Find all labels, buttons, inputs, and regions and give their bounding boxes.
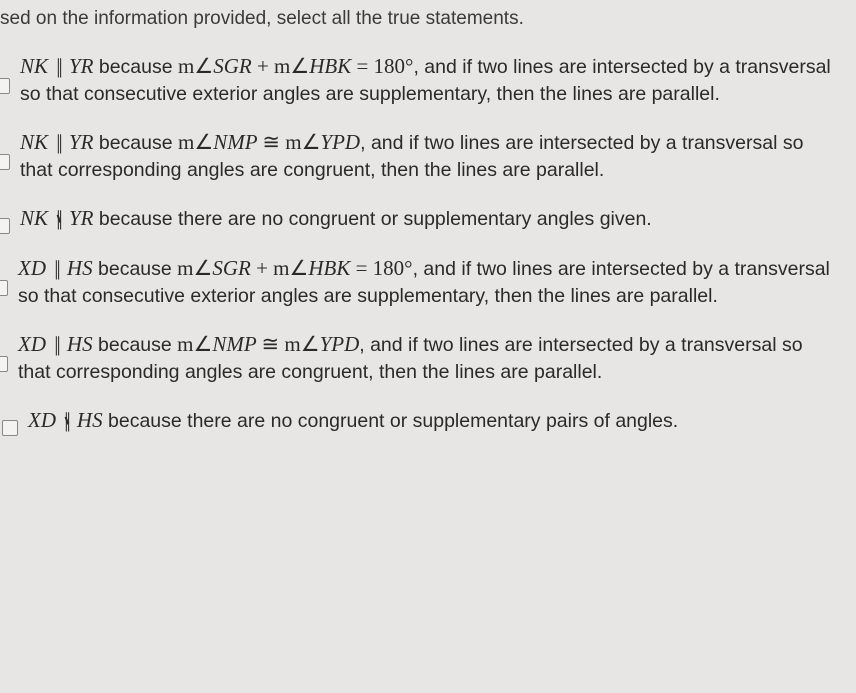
option-row: XD || HS because m∠NMP ≅ m∠YPD, and if t… [0, 330, 844, 386]
checkbox[interactable] [0, 218, 10, 234]
option-row: XD || HS because there are no congruent … [0, 406, 844, 436]
option-row: NK || YR because there are no congruent … [0, 204, 844, 234]
option-text: XD || HS because m∠SGR + m∠HBK = 180°, a… [18, 254, 844, 310]
option-text: XD || HS because m∠NMP ≅ m∠YPD, and if t… [18, 330, 844, 386]
option-text: NK || YR because there are no congruent … [20, 204, 660, 233]
option-row: NK || YR because m∠SGR + m∠HBK = 180°, a… [0, 52, 844, 108]
option-text: NK || YR because m∠SGR + m∠HBK = 180°, a… [20, 52, 844, 108]
instruction-text: sed on the information provided, select … [0, 8, 844, 30]
checkbox[interactable] [2, 420, 18, 436]
checkbox[interactable] [0, 280, 8, 296]
option-row: XD || HS because m∠SGR + m∠HBK = 180°, a… [0, 254, 844, 310]
option-text: NK || YR because m∠NMP ≅ m∠YPD, and if t… [20, 128, 844, 184]
option-text: XD || HS because there are no congruent … [28, 406, 686, 435]
checkbox[interactable] [0, 356, 8, 372]
checkbox[interactable] [0, 78, 10, 94]
checkbox[interactable] [0, 154, 10, 170]
option-row: NK || YR because m∠NMP ≅ m∠YPD, and if t… [0, 128, 844, 184]
